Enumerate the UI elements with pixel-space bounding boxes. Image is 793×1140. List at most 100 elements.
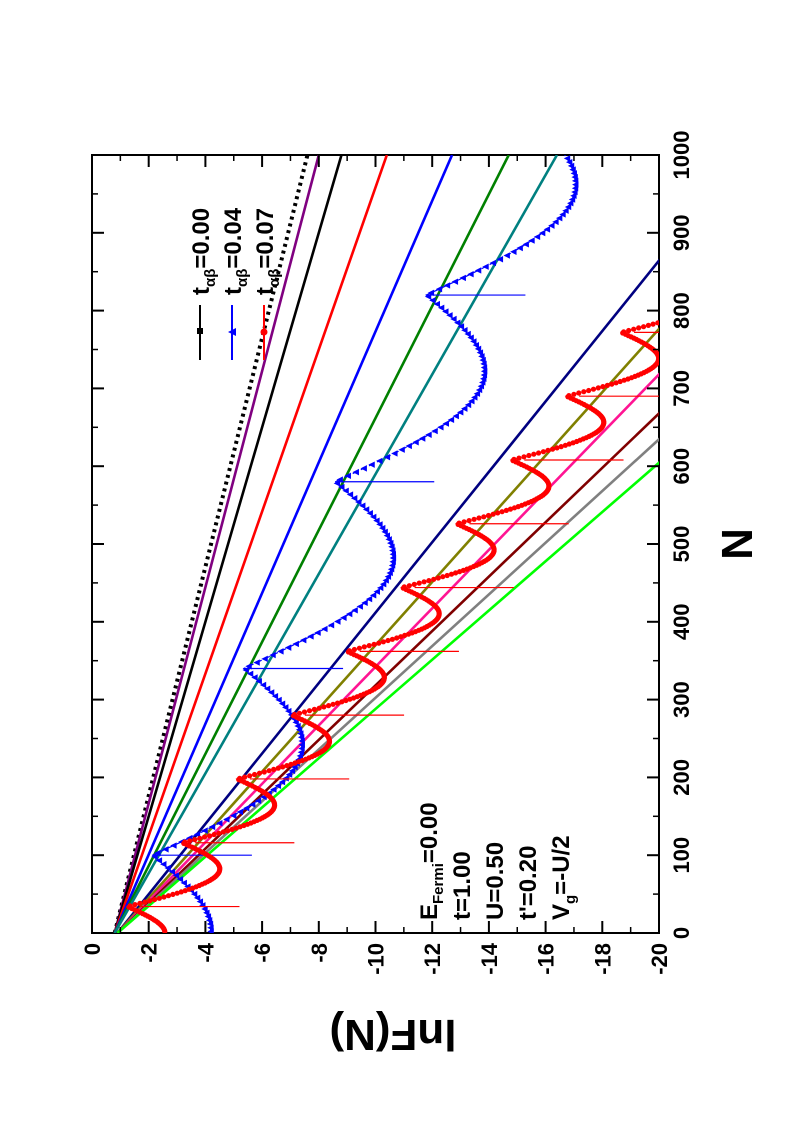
legend-label-1: tαβ=0.04 <box>220 207 251 295</box>
series-point-1-25 <box>152 897 157 902</box>
series-point-1-178 <box>331 702 336 707</box>
series-point-1-320 <box>457 521 462 526</box>
series-point-1-378 <box>550 447 555 452</box>
series-point-0-132 <box>419 435 425 441</box>
series-point-1-125 <box>262 769 267 774</box>
series-point-1-325 <box>481 514 486 519</box>
series-point-1-372 <box>521 454 526 459</box>
series-point-1-568 <box>733 204 738 209</box>
series-point-0-126 <box>376 458 382 464</box>
series-point-0-72 <box>253 659 259 665</box>
series-point-1-487 <box>693 308 698 313</box>
series-point-0-80 <box>314 629 320 635</box>
series-point-1-561 <box>751 213 756 218</box>
series-point-1-423 <box>581 389 586 394</box>
series-point-1-515 <box>686 272 691 277</box>
series-point-1-495 <box>709 297 714 302</box>
y-axis-title: lnF(N) <box>329 1010 456 1059</box>
legend-label-2: tαβ=0.07 <box>252 208 283 295</box>
series-point-1-126 <box>267 768 272 773</box>
x-tick-label: 200 <box>669 759 694 796</box>
series-point-1-569 <box>730 203 735 208</box>
series-point-1-567 <box>735 205 740 210</box>
y-tick-label: -6 <box>250 943 275 963</box>
series-point-1-322 <box>467 518 472 523</box>
series-point-1-504 <box>708 286 713 291</box>
series-point-1-538 <box>751 242 756 247</box>
series-point-1-581 <box>782 188 787 193</box>
series-point-1-580 <box>778 189 783 194</box>
series-point-1-473 <box>636 325 641 330</box>
series-point-1-175 <box>317 706 322 711</box>
series-point-1-518 <box>678 268 683 273</box>
series-point-1-226 <box>376 641 381 646</box>
series-point-1-173 <box>307 708 312 713</box>
plot-frame <box>92 155 659 933</box>
series-point-1-558 <box>757 217 762 222</box>
series-point-1-517 <box>681 269 686 274</box>
series-point-1-505 <box>707 285 712 290</box>
x-tick-label: 0 <box>669 927 694 939</box>
series-point-1-577 <box>765 193 770 198</box>
series-point-1-563 <box>746 211 751 216</box>
series-point-1-536 <box>745 245 750 250</box>
series-point-0-178 <box>482 264 488 270</box>
series-point-1-540 <box>756 240 761 245</box>
series-point-0-174 <box>452 278 458 284</box>
series-point-1-534 <box>739 248 744 253</box>
series-point-1-507 <box>704 282 709 287</box>
series-point-1-522 <box>686 263 691 268</box>
series-point-1-488 <box>696 306 701 311</box>
series-point-1-503 <box>709 287 714 292</box>
series-point-1-73 <box>197 836 202 841</box>
series-point-0-133 <box>425 432 431 438</box>
series-point-1-559 <box>755 216 760 221</box>
series-point-0-75 <box>277 648 283 654</box>
series-point-1-270 <box>402 584 407 589</box>
series-point-1-551 <box>765 226 770 231</box>
series-point-0-73 <box>261 656 267 662</box>
series-point-1-582 <box>786 186 791 191</box>
series-point-1-77 <box>216 831 221 836</box>
series-point-1-221 <box>352 647 357 652</box>
x-tick-label: 300 <box>669 681 694 718</box>
series-point-1-574 <box>751 197 756 202</box>
series-point-0-76 <box>285 644 291 650</box>
series-point-1-425 <box>591 387 596 392</box>
series-point-1-519 <box>675 267 680 272</box>
series-point-1-470 <box>621 329 626 334</box>
series-point-1-271 <box>407 583 412 588</box>
series-point-1-375 <box>536 450 541 455</box>
series-point-1-176 <box>321 704 326 709</box>
series-point-1-542 <box>760 237 765 242</box>
series-point-0-123 <box>353 469 359 475</box>
series-point-1-552 <box>765 225 770 230</box>
series-point-0-135 <box>437 424 443 430</box>
series-point-1-272 <box>412 582 417 587</box>
series-point-1-220 <box>347 648 352 653</box>
series-point-1-326 <box>486 513 491 518</box>
series-point-1-508 <box>702 281 707 286</box>
y-tick-label: -16 <box>534 943 559 975</box>
series-point-1-222 <box>357 646 362 651</box>
series-point-0-125 <box>368 461 374 467</box>
series-point-1-496 <box>710 296 715 301</box>
series-point-1-493 <box>707 300 712 305</box>
series-point-1-75 <box>207 833 212 838</box>
series-point-1-531 <box>727 251 732 256</box>
series-point-0-83 <box>334 618 340 624</box>
series-point-1-28 <box>166 893 171 898</box>
series-point-1-472 <box>631 327 636 332</box>
series-line-5 <box>115 155 509 933</box>
series-point-0-207 <box>564 155 570 161</box>
series-point-1-174 <box>312 707 317 712</box>
param-label-1: t=1.00 <box>449 851 476 920</box>
series-point-1-373 <box>526 453 531 458</box>
series-point-1-120 <box>237 776 242 781</box>
series-point-0-184 <box>523 241 529 247</box>
series-point-1-123 <box>252 772 257 777</box>
series-point-1-128 <box>276 766 281 771</box>
series-point-1-121 <box>242 775 247 780</box>
series-point-1-227 <box>381 639 386 644</box>
series-point-1-76 <box>212 832 217 837</box>
